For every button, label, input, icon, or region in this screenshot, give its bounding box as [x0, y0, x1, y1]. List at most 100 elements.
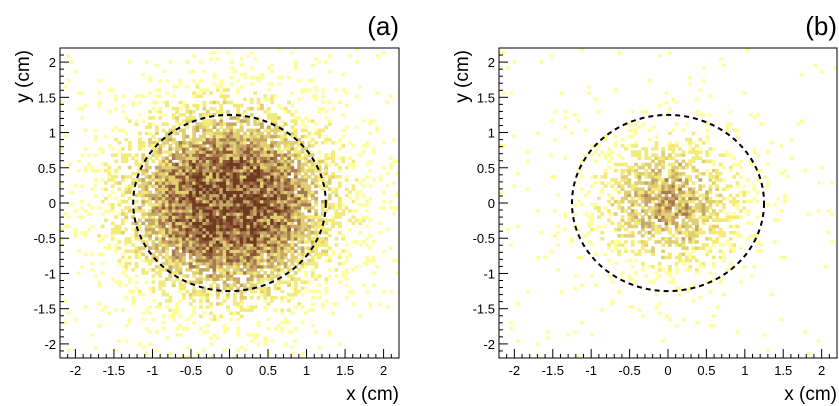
heat-bin	[273, 196, 278, 201]
heat-bin	[100, 308, 105, 312]
heat-bin	[195, 159, 200, 164]
heat-bin	[273, 243, 278, 247]
heat-bin	[165, 215, 169, 219]
heat-bin	[141, 212, 146, 216]
heat-bin	[192, 203, 196, 207]
heat-bin	[327, 193, 332, 198]
heat-bin	[209, 243, 213, 247]
heat-bin	[198, 79, 203, 83]
heat-bin	[627, 234, 632, 238]
heat-bin	[304, 311, 308, 315]
heat-bin	[222, 165, 227, 170]
heat-bin	[246, 134, 251, 139]
heat-bin	[178, 280, 183, 284]
heat-bin	[168, 215, 173, 219]
heat-bin	[499, 144, 503, 148]
heat-bin	[141, 311, 146, 315]
heat-bin	[168, 175, 173, 179]
heat-bin	[134, 153, 139, 157]
heat-bin	[546, 330, 551, 334]
heat-bin	[185, 317, 190, 322]
heat-bin	[246, 206, 251, 210]
heat-bin	[297, 190, 302, 195]
heat-bin	[141, 215, 146, 219]
heat-bin	[260, 131, 264, 136]
heat-bin	[192, 193, 196, 198]
heat-bin	[80, 153, 85, 157]
heat-bin	[515, 224, 520, 229]
heat-bin	[73, 209, 78, 213]
heat-bin	[375, 91, 380, 95]
heat-bin	[171, 227, 176, 232]
heat-bin	[499, 190, 503, 195]
heat-bin	[304, 265, 308, 269]
heat-bin	[256, 221, 261, 226]
heat-bin	[144, 131, 149, 136]
heat-bin	[293, 66, 298, 71]
heat-bin	[290, 196, 295, 201]
heat-bin	[137, 237, 142, 241]
heat-bin	[718, 230, 723, 235]
heat-bin	[202, 209, 207, 213]
heat-bin	[684, 246, 689, 250]
heat-bin	[634, 172, 638, 176]
heat-bin	[165, 100, 169, 105]
heat-bin	[593, 150, 598, 154]
heat-bin	[222, 286, 227, 291]
heat-bin	[270, 274, 274, 278]
heat-bin	[249, 249, 254, 253]
heat-bin	[310, 153, 315, 157]
heat-bin	[348, 218, 352, 222]
heat-bin	[331, 252, 335, 257]
heat-bin	[378, 302, 383, 306]
heat-bin	[83, 147, 88, 151]
heat-bin	[226, 258, 230, 263]
heat-bin	[212, 137, 217, 142]
heat-bin	[273, 187, 278, 191]
heat-bin	[205, 137, 210, 142]
heat-bin	[148, 330, 152, 334]
heat-bin	[725, 184, 730, 188]
heat-bin	[121, 221, 125, 226]
heat-bin	[114, 308, 119, 312]
heat-bin	[341, 128, 346, 133]
heat-bin	[276, 274, 281, 278]
heat-bin	[293, 193, 298, 198]
heat-bin	[382, 199, 386, 204]
heat-bin	[182, 218, 186, 222]
heat-bin	[226, 100, 230, 105]
heat-bin	[185, 243, 190, 247]
heat-bin	[287, 162, 291, 167]
heat-bin	[640, 246, 645, 250]
heat-bin	[226, 249, 230, 253]
heat-bin	[161, 168, 166, 173]
heat-bin	[161, 100, 166, 105]
heat-bin	[249, 196, 254, 201]
heat-bin	[273, 265, 278, 269]
heat-bin	[175, 333, 180, 337]
heat-bin	[144, 181, 149, 185]
heat-bin	[691, 234, 696, 238]
heat-bin	[249, 144, 254, 148]
heat-bin	[502, 51, 507, 55]
heat-bin	[215, 212, 220, 216]
heat-bin	[249, 274, 254, 278]
heat-bin	[198, 159, 203, 164]
heat-bin	[705, 209, 709, 213]
heat-bin	[708, 94, 713, 98]
heat-bin	[634, 271, 638, 275]
heat-bin	[256, 181, 261, 185]
heat-bin	[215, 150, 220, 154]
heat-bin	[344, 178, 349, 182]
heat-bin	[627, 168, 632, 173]
heat-bin	[637, 230, 642, 235]
heat-bin	[266, 178, 271, 182]
heat-bin	[229, 215, 234, 219]
heat-bin	[198, 249, 203, 253]
heat-bin	[701, 206, 706, 210]
heat-bin	[232, 268, 237, 272]
heat-bin	[209, 336, 213, 340]
heat-bin	[256, 215, 261, 219]
heat-bin	[80, 184, 85, 188]
heat-bin	[671, 234, 676, 238]
